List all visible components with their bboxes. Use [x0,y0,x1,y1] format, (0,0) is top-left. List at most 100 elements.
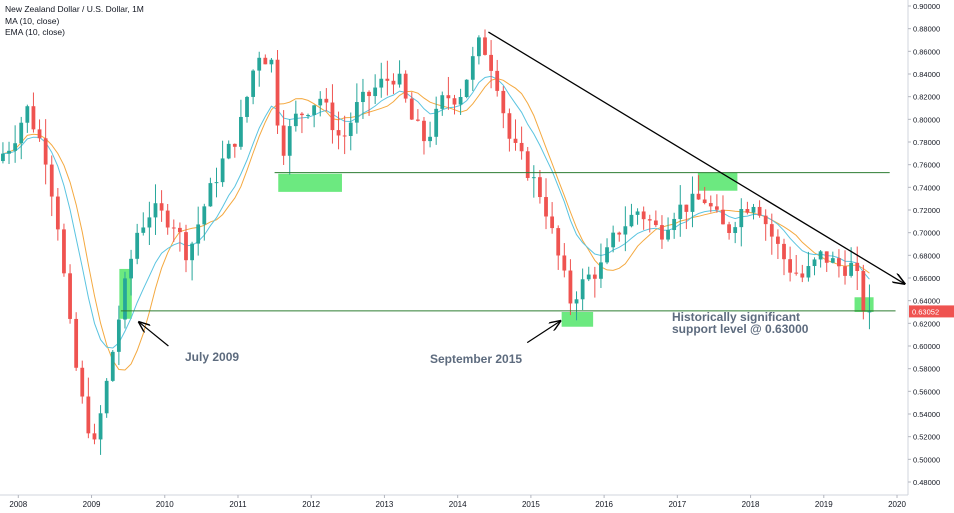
x-tick-label: 2020 [888,500,906,509]
candle-body [104,380,109,414]
y-tick-label: 0.70000 [913,229,940,238]
candle-body [98,413,103,440]
candle [525,146,530,181]
candle-body [635,211,640,215]
candle [489,40,493,89]
candle [495,59,500,97]
last-price-tag [909,305,954,318]
candle [7,141,11,164]
candle-body [116,319,121,352]
candle [440,91,445,116]
candle-body [830,258,835,263]
candle-body [19,122,24,144]
candle [562,243,567,278]
candle-body [794,272,799,274]
candle-body [397,73,402,85]
candle-body [7,150,11,154]
candle-body [153,203,158,218]
y-tick-label: 0.48000 [913,478,940,487]
candle [202,203,207,241]
annotation-july-2009: July 2009 [185,350,240,364]
candle [153,184,158,235]
candle-body [757,206,762,216]
candle [538,169,542,204]
x-tick-label: 2019 [815,500,833,509]
candle-body [37,129,42,139]
x-tick-label: 2012 [302,500,320,509]
candle-body [62,229,66,274]
candle-body [196,224,201,244]
candle [556,225,561,270]
candle-body [818,251,823,260]
candle-body [422,120,426,142]
candle-body [208,183,213,207]
candle-body [13,143,18,151]
candle-body [373,87,378,97]
candle [714,194,719,213]
candle [251,69,256,105]
candle [830,251,835,264]
candle-body [653,220,658,226]
candle-body [159,203,164,211]
candle [702,186,707,205]
candle-body [721,209,725,225]
y-tick-label: 0.86000 [913,47,940,56]
candle [184,224,188,273]
candle-body [361,91,365,103]
candle-body [586,274,591,280]
candle [806,251,811,282]
candle-body [464,79,469,98]
candle [220,140,225,187]
candle-body [31,106,36,130]
candle-body [708,203,713,207]
candle-body [684,204,689,212]
x-tick-label: 2013 [376,500,394,509]
y-tick-label: 0.84000 [913,70,940,79]
candle-body [318,98,323,106]
candle-body [269,59,274,65]
candle [55,188,60,241]
candle [452,94,457,115]
x-tick-label: 2009 [83,500,101,509]
y-tick-label: 0.62000 [913,319,940,328]
candle [519,126,524,160]
candle-body [446,95,451,99]
candle [141,212,146,236]
candle [513,119,518,151]
x-tick-label: 2014 [449,500,467,509]
candle-body [812,259,817,267]
candle [281,110,286,165]
candle-body [245,96,249,117]
candle [354,83,359,134]
candle-body [1,153,5,162]
candle-body [837,258,841,267]
candle [123,271,127,329]
candle [361,78,365,119]
x-tick-label: 2016 [595,500,613,509]
y-tick-label: 0.80000 [913,115,940,124]
candle [306,113,310,119]
y-tick-label: 0.88000 [913,25,940,34]
candle-body [849,262,854,276]
candle-body [678,204,683,219]
candle [13,125,18,163]
candle [470,46,475,92]
candle [31,92,36,133]
candle [245,95,249,123]
candle [422,117,426,155]
annotation-arrow [526,321,560,344]
candle [458,88,463,115]
candle [171,219,176,242]
candle [43,119,48,185]
candle-body [239,116,243,147]
candle-body [342,135,347,137]
candle-body [287,126,292,156]
candle-body [782,243,786,260]
candle-body [751,206,756,213]
candle-body [43,138,48,165]
candle [208,177,213,207]
highlight-zone [697,172,738,191]
candle-body [123,278,127,320]
candle [98,405,103,455]
